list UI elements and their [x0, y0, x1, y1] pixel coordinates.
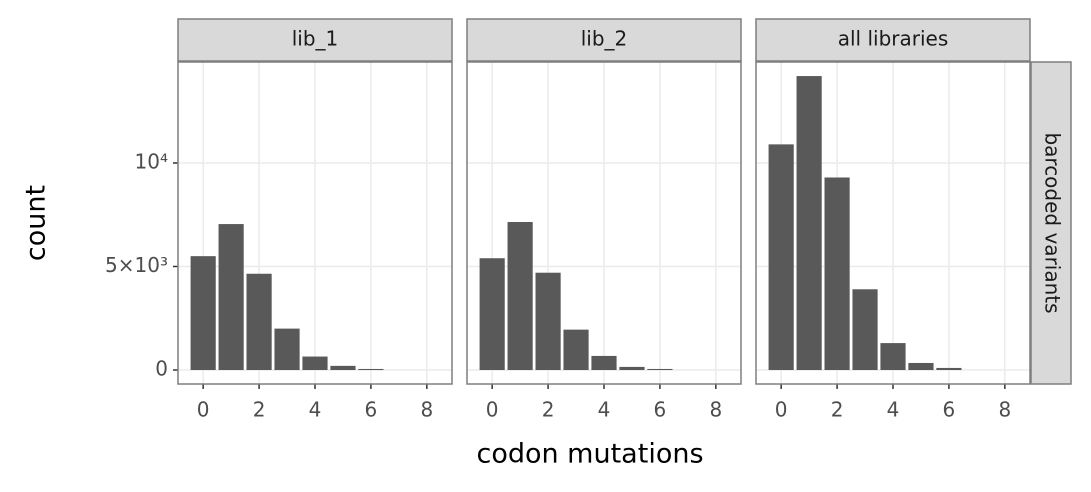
- strip-label: all libraries: [838, 27, 949, 51]
- x-tick-label: 0: [775, 398, 788, 422]
- bar: [246, 273, 272, 371]
- y-tick-label: 5×10³: [105, 253, 168, 277]
- strip-label: lib_1: [292, 27, 339, 51]
- bar: [647, 368, 673, 371]
- y-tick-label: 10⁴: [135, 149, 168, 173]
- bar: [535, 272, 561, 371]
- row-strip-label: barcoded variants: [1041, 132, 1065, 313]
- bar: [302, 356, 328, 371]
- bar: [563, 329, 589, 371]
- bar: [768, 144, 794, 371]
- strip-label: lib_2: [581, 27, 628, 51]
- bar: [218, 224, 244, 371]
- panel-border: [755, 61, 1031, 385]
- bar: [936, 367, 962, 371]
- bar: [358, 368, 384, 371]
- x-tick-label: 6: [943, 398, 956, 422]
- y-axis-title: count: [21, 185, 52, 261]
- strip: [177, 18, 453, 62]
- bar: [619, 366, 645, 371]
- bar: [880, 343, 906, 371]
- strip: [755, 18, 1031, 62]
- x-tick-label: 4: [887, 398, 900, 422]
- bar: [507, 221, 533, 371]
- bar: [852, 289, 878, 371]
- x-tick-label: 2: [253, 398, 266, 422]
- x-tick-label: 0: [197, 398, 210, 422]
- x-tick-label: 0: [486, 398, 499, 422]
- x-tick-label: 4: [309, 398, 322, 422]
- panel-border: [177, 61, 453, 385]
- strip: [466, 18, 742, 62]
- x-tick-label: 4: [598, 398, 611, 422]
- x-axis-title: codon mutations: [476, 439, 703, 470]
- bar: [479, 258, 505, 371]
- y-tick-label: 0: [155, 357, 168, 381]
- x-tick-label: 8: [709, 398, 722, 422]
- bar: [190, 256, 216, 371]
- bar: [824, 177, 850, 371]
- x-tick-label: 8: [998, 398, 1011, 422]
- row-strip: [1030, 61, 1072, 385]
- x-tick-label: 6: [365, 398, 378, 422]
- bar: [330, 365, 356, 371]
- bar: [796, 76, 822, 371]
- x-tick-label: 6: [654, 398, 667, 422]
- bar: [274, 328, 300, 371]
- panel-border: [466, 61, 742, 385]
- bar: [908, 362, 934, 371]
- x-tick-label: 8: [420, 398, 433, 422]
- x-tick-label: 2: [542, 398, 555, 422]
- bar: [591, 355, 617, 371]
- x-tick-label: 2: [831, 398, 844, 422]
